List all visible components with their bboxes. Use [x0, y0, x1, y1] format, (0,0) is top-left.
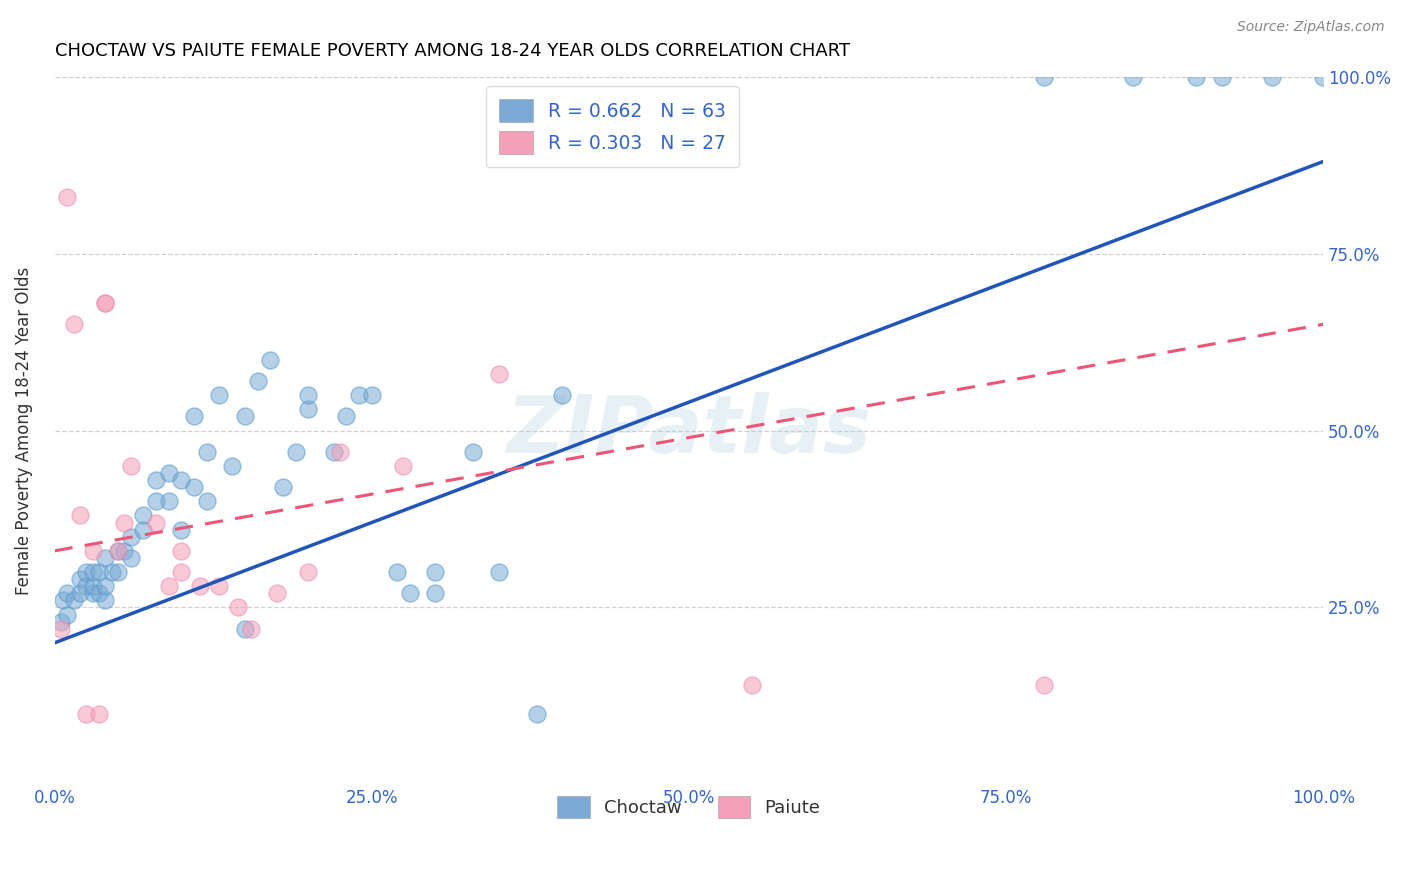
Point — [94, 550, 117, 565]
Point — [157, 579, 180, 593]
Point — [1185, 70, 1208, 84]
Point — [1033, 678, 1056, 692]
Point — [335, 409, 357, 424]
Point — [69, 586, 91, 600]
Text: CHOCTAW VS PAIUTE FEMALE POVERTY AMONG 18-24 YEAR OLDS CORRELATION CHART: CHOCTAW VS PAIUTE FEMALE POVERTY AMONG 1… — [55, 42, 849, 60]
Point — [94, 579, 117, 593]
Point — [120, 530, 142, 544]
Point — [1033, 70, 1056, 84]
Point — [75, 565, 97, 579]
Point — [221, 458, 243, 473]
Point — [82, 565, 104, 579]
Point — [385, 565, 408, 579]
Point — [271, 480, 294, 494]
Point — [82, 579, 104, 593]
Point — [259, 352, 281, 367]
Point — [398, 586, 420, 600]
Legend: Choctaw, Paiute: Choctaw, Paiute — [550, 789, 828, 825]
Point — [266, 586, 288, 600]
Point — [526, 706, 548, 721]
Point — [56, 586, 79, 600]
Point — [82, 586, 104, 600]
Point — [49, 622, 72, 636]
Point — [741, 678, 763, 692]
Point — [183, 480, 205, 494]
Point — [107, 544, 129, 558]
Point — [228, 600, 250, 615]
Point — [49, 615, 72, 629]
Point — [145, 516, 167, 530]
Point — [463, 444, 485, 458]
Point — [170, 473, 193, 487]
Point — [157, 466, 180, 480]
Point — [208, 579, 231, 593]
Point — [423, 586, 446, 600]
Point — [551, 388, 574, 402]
Point — [87, 706, 110, 721]
Point — [1211, 70, 1233, 84]
Point — [56, 607, 79, 622]
Point — [297, 402, 319, 417]
Text: Source: ZipAtlas.com: Source: ZipAtlas.com — [1237, 20, 1385, 34]
Point — [170, 565, 193, 579]
Point — [94, 296, 117, 310]
Point — [392, 458, 415, 473]
Point — [94, 296, 117, 310]
Point — [132, 523, 155, 537]
Point — [488, 565, 510, 579]
Point — [120, 458, 142, 473]
Point — [297, 388, 319, 402]
Point — [1312, 70, 1334, 84]
Point — [62, 593, 84, 607]
Point — [488, 367, 510, 381]
Point — [145, 473, 167, 487]
Point — [297, 565, 319, 579]
Point — [87, 586, 110, 600]
Point — [62, 318, 84, 332]
Point — [347, 388, 370, 402]
Point — [120, 550, 142, 565]
Point — [1122, 70, 1144, 84]
Point — [157, 494, 180, 508]
Text: ZIPatlas: ZIPatlas — [506, 392, 872, 469]
Point — [284, 444, 307, 458]
Point — [75, 706, 97, 721]
Point — [246, 374, 269, 388]
Point — [329, 444, 352, 458]
Point — [423, 565, 446, 579]
Point — [183, 409, 205, 424]
Point — [233, 622, 256, 636]
Point — [208, 388, 231, 402]
Point — [107, 544, 129, 558]
Point — [87, 565, 110, 579]
Point — [75, 579, 97, 593]
Point — [170, 544, 193, 558]
Point — [233, 409, 256, 424]
Point — [360, 388, 382, 402]
Point — [69, 572, 91, 586]
Point — [94, 593, 117, 607]
Point — [190, 579, 212, 593]
Point — [195, 444, 218, 458]
Point — [56, 190, 79, 204]
Point — [112, 516, 135, 530]
Point — [82, 544, 104, 558]
Point — [107, 565, 129, 579]
Point — [1261, 70, 1284, 84]
Point — [322, 444, 344, 458]
Point — [69, 508, 91, 523]
Point — [52, 593, 75, 607]
Point — [112, 544, 135, 558]
Point — [195, 494, 218, 508]
Y-axis label: Female Poverty Among 18-24 Year Olds: Female Poverty Among 18-24 Year Olds — [15, 267, 32, 595]
Point — [170, 523, 193, 537]
Point — [240, 622, 263, 636]
Point — [100, 565, 122, 579]
Point — [132, 508, 155, 523]
Point — [145, 494, 167, 508]
